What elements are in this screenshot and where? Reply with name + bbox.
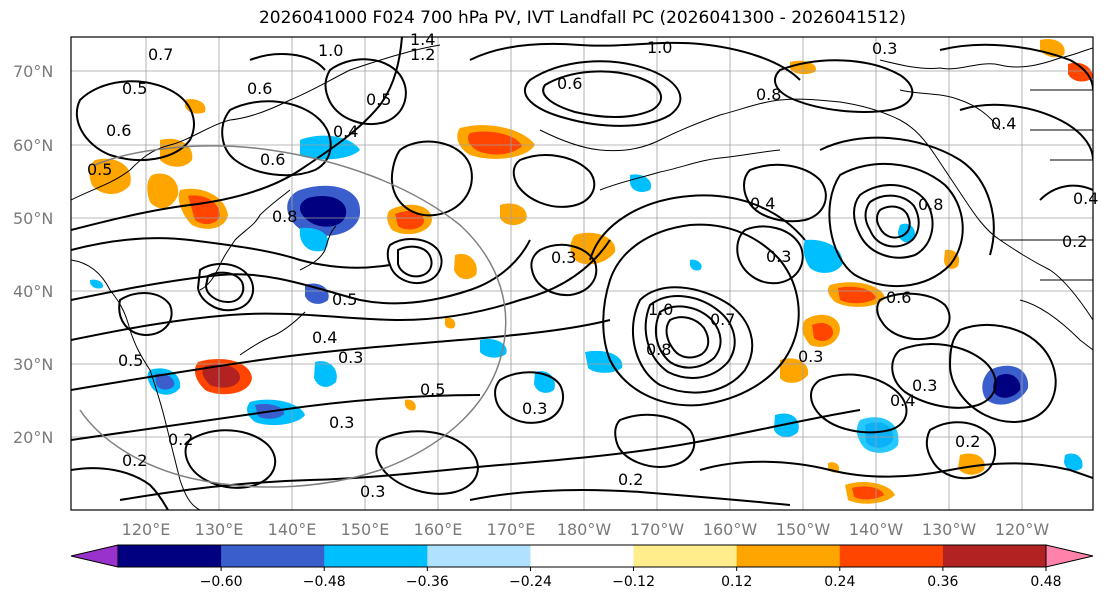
colorbar-segment <box>427 545 531 567</box>
contour-label: 1.0 <box>318 41 343 60</box>
lon-label: 150°W <box>776 520 831 539</box>
contour-label: 0.4 <box>750 194 775 213</box>
contour-label: 0.3 <box>329 413 354 432</box>
lon-label: 120°W <box>995 520 1050 539</box>
contour-label: 0.7 <box>148 45 173 64</box>
colorbar-tick-label: 0.36 <box>927 574 958 590</box>
contour-label: 0.3 <box>766 247 791 266</box>
contour-label: 0.8 <box>272 207 297 226</box>
lat-label: 40°N <box>13 282 53 301</box>
contour-label: 0.2 <box>168 430 193 449</box>
contour-label: 0.5 <box>420 380 445 399</box>
contour-label: 0.4 <box>333 122 358 141</box>
lon-label: 140°W <box>849 520 904 539</box>
colorbar-segment <box>942 545 1047 567</box>
contour-label: 0.3 <box>798 347 823 366</box>
contour-labels: 1.0 1.0 1.2 1.4 0.7 0.6 0.3 0.5 0.6 0.4 … <box>87 30 1098 501</box>
colorbar-extend-min <box>70 544 119 568</box>
contour-label: 0.8 <box>756 85 781 104</box>
lon-label: 150°E <box>341 520 390 539</box>
colorbar-segment <box>118 545 222 567</box>
contour-label: 0.7 <box>710 310 735 329</box>
reference-circle <box>79 145 507 488</box>
contour-label: 1.2 <box>410 45 435 64</box>
contour-label: 1.0 <box>648 300 673 319</box>
contour-label: 0.5 <box>118 351 143 370</box>
colorbar-tick-label: −0.60 <box>200 574 243 590</box>
contour-label: 0.8 <box>918 195 943 214</box>
colorbar-segment <box>324 545 428 567</box>
lat-label: 50°N <box>13 209 53 228</box>
colorbar-tick-label: −0.24 <box>509 574 552 590</box>
colorbar-segment <box>633 545 738 567</box>
lon-label: 170°W <box>630 520 685 539</box>
contour-label: 0.2 <box>1062 232 1087 251</box>
colorbar-tick-label: −0.36 <box>406 574 449 590</box>
contour-label: 0.5 <box>366 90 391 109</box>
contour-label: 0.2 <box>122 451 147 470</box>
colorbar-segment <box>839 545 944 567</box>
contour-label: 0.6 <box>557 74 582 93</box>
pv-contours <box>71 37 1093 510</box>
colorbar-tick-label: −0.12 <box>612 574 655 590</box>
contour-label: 0.5 <box>87 160 112 179</box>
colorbar-segment <box>221 545 325 567</box>
lat-label: 60°N <box>13 136 53 155</box>
lat-label: 30°N <box>13 355 53 374</box>
contour-label: 0.8 <box>646 340 671 359</box>
contour-label: 0.3 <box>872 39 897 58</box>
colorbar-tick-label: 0.48 <box>1030 574 1061 590</box>
colorbar: −0.60 −0.48 −0.36 −0.24 −0.12 0.12 0.24 0.36 0.4… <box>70 544 1094 590</box>
shaded-anomalies <box>89 38 1093 504</box>
contour-label: 0.2 <box>618 470 643 489</box>
colorbar-outline <box>117 544 1047 568</box>
latitude-labels: 70°N 60°N 50°N 40°N 30°N 20°N <box>13 62 53 447</box>
lon-label: 130°W <box>922 520 977 539</box>
colorbar-segment <box>530 545 635 567</box>
longitude-labels: 120°E 130°E 140°E 150°E 160°E 170°E 180°… <box>122 520 1050 539</box>
lon-label: 130°E <box>195 520 244 539</box>
lon-label: 180°W <box>557 520 612 539</box>
contour-label: 0.3 <box>551 248 576 267</box>
contour-label: 0.4 <box>890 391 915 410</box>
lat-label: 70°N <box>13 62 53 81</box>
contour-label: 0.4 <box>1073 189 1098 208</box>
contour-label: 0.3 <box>338 348 363 367</box>
lon-label: 170°E <box>487 520 536 539</box>
contour-label: 1.0 <box>647 38 672 57</box>
lon-label: 160°E <box>414 520 463 539</box>
colorbar-extend-max <box>1045 544 1094 568</box>
contour-label: 0.2 <box>955 432 980 451</box>
colorbar-tick-label: 0.12 <box>721 574 752 590</box>
contour-label: 0.3 <box>912 376 937 395</box>
contour-label: 0.3 <box>360 482 385 501</box>
lon-label: 160°W <box>703 520 758 539</box>
contour-label: 0.6 <box>886 288 911 307</box>
map-frame <box>70 36 1094 511</box>
lon-label: 120°E <box>122 520 171 539</box>
colorbar-tick-label: −0.48 <box>303 574 346 590</box>
contour-label: 0.6 <box>247 79 272 98</box>
colorbar-segment <box>736 545 841 567</box>
lon-label: 140°E <box>268 520 317 539</box>
lat-label: 20°N <box>13 428 53 447</box>
contour-label: 0.4 <box>991 114 1016 133</box>
contour-label: 1.4 <box>410 30 435 49</box>
chart-title: 2026041000 F024 700 hPa PV, IVT Landfall… <box>258 8 906 28</box>
contour-label: 0.6 <box>106 121 131 140</box>
contour-label: 0.5 <box>332 290 357 309</box>
contour-label: 0.3 <box>522 399 547 418</box>
contour-label: 0.6 <box>260 150 285 169</box>
contour-label: 0.5 <box>122 79 147 98</box>
colorbar-tick-label: 0.24 <box>824 574 855 590</box>
contour-label: 0.4 <box>312 328 337 347</box>
